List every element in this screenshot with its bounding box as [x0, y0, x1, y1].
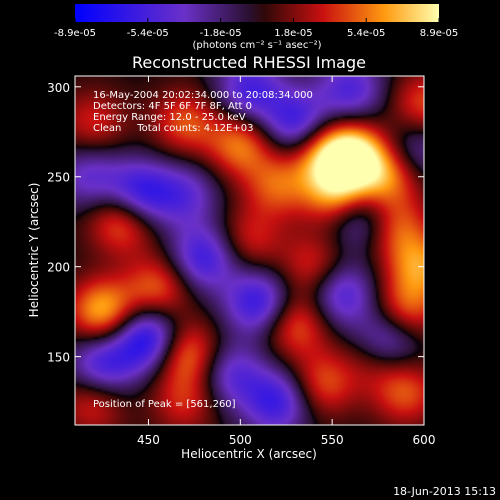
- annotation-clean-counts: Clean Total counts: 4.12E+03: [93, 123, 253, 134]
- colorbar-tick-label: -5.4e-05: [127, 28, 169, 39]
- heatmap-image: [75, 76, 424, 425]
- colorbar-unit-label: (photons cm⁻² s⁻¹ asec⁻²): [192, 40, 321, 51]
- x-tick-label: 450: [137, 433, 160, 447]
- peak-position-label: Position of Peak = [561,260]: [93, 399, 236, 410]
- y-tick-label: 300: [47, 81, 70, 95]
- x-tick-label: 500: [229, 433, 252, 447]
- y-tick-label: 250: [47, 171, 70, 185]
- x-axis-label: Heliocentric X (arcsec): [181, 447, 317, 461]
- x-tick-label: 600: [413, 433, 436, 447]
- colorbar-tick-label: 8.9e-05: [420, 28, 458, 39]
- plot-frame: [74, 75, 425, 426]
- colorbar-tick-label: 5.4e-05: [347, 28, 385, 39]
- info-annotations: 16-May-2004 20:02:34.000 to 20:08:34.000…: [93, 90, 313, 134]
- colorbar-tick-label: -8.9e-05: [54, 28, 96, 39]
- y-tick-label: 150: [47, 351, 70, 365]
- x-tick-label: 550: [321, 433, 344, 447]
- y-axis-label: Heliocentric Y (arcsec): [27, 183, 41, 318]
- annotation-time-range: 16-May-2004 20:02:34.000 to 20:08:34.000: [93, 90, 313, 101]
- y-tick-label: 200: [47, 261, 70, 275]
- colorbar: [75, 4, 439, 22]
- colorbar-ticks: -8.9e-05 -5.4e-05 -1.8e-05 1.8e-05 5.4e-05 8.…: [54, 18, 458, 39]
- colorbar-tick-label: 1.8e-05: [274, 28, 312, 39]
- colorbar-tick-label: -1.8e-05: [200, 28, 242, 39]
- annotation-detectors: Detectors: 4F 5F 6F 7F 8F, Att 0: [93, 101, 252, 112]
- footer-timestamp: 18-Jun-2013 15:13: [393, 485, 496, 498]
- annotation-energy-range: Energy Range: 12.0 - 25.0 keV: [93, 112, 246, 123]
- chart-title: Reconstructed RHESSI Image: [132, 53, 366, 72]
- axis-ticks: 450 500 550 600 150 200 250 300: [47, 76, 435, 447]
